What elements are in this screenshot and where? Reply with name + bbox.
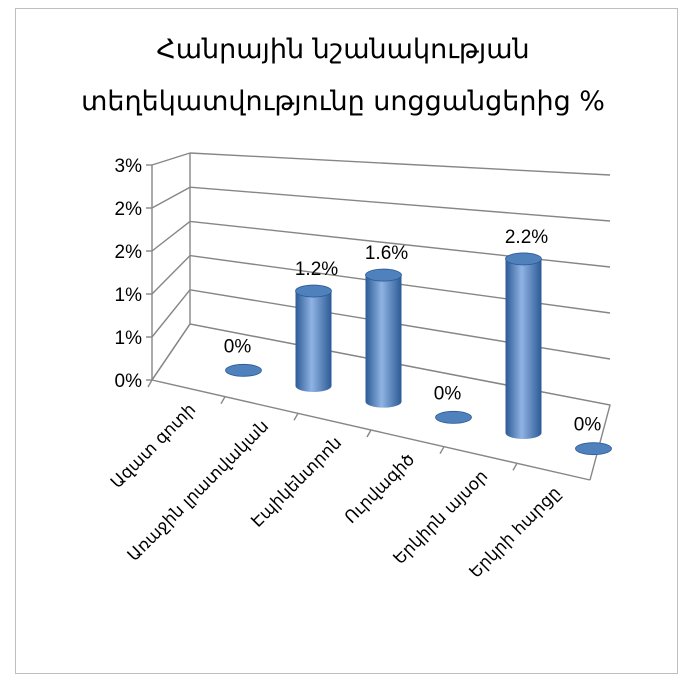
bar <box>365 268 402 408</box>
bar-top <box>295 284 332 298</box>
y-tick-label: 2% <box>115 242 143 263</box>
bar <box>225 363 262 377</box>
gridline-back <box>189 186 611 222</box>
bar-body <box>505 258 542 440</box>
chart-title-line-1: Հանրային նշանակության <box>156 34 529 65</box>
data-label: 2.2% <box>505 227 548 248</box>
bar-top <box>365 268 402 282</box>
data-label: 1.2% <box>295 259 338 280</box>
gridline-side <box>151 186 191 209</box>
y-tick-label: 2% <box>115 199 143 220</box>
y-tick-label: 1% <box>115 328 143 349</box>
data-label: 1.6% <box>365 243 408 264</box>
x-tick-mark <box>512 462 518 471</box>
bars <box>225 252 612 456</box>
bar-zero-disc <box>575 442 612 456</box>
data-label: 0% <box>224 336 252 357</box>
gridline-side <box>151 220 191 252</box>
bar-top <box>505 252 542 266</box>
gridline-side <box>151 255 191 295</box>
x-tick-mark <box>439 446 445 455</box>
y-tick-label: 0% <box>115 371 143 392</box>
bar-zero-disc <box>225 363 262 377</box>
gridline-back <box>189 152 611 176</box>
bar-zero-disc <box>435 410 472 424</box>
bar-body <box>365 275 402 408</box>
x-tick-mark <box>366 429 372 438</box>
y-tick-label: 1% <box>115 285 143 306</box>
gridline-side <box>151 289 191 338</box>
y-tick-label: 3% <box>115 156 143 177</box>
bar <box>435 410 472 424</box>
chart-title-line-2: տեղեկատվությունը սոցցանցերից % <box>81 86 605 117</box>
bar-body <box>295 291 332 392</box>
x-tick-mark <box>220 396 226 405</box>
chart-border <box>15 8 678 674</box>
data-label: 0% <box>434 383 462 404</box>
bar <box>575 442 612 456</box>
bar <box>505 252 542 440</box>
bar <box>295 284 332 392</box>
x-tick-mark <box>147 379 153 388</box>
data-label: 0% <box>574 415 602 436</box>
x-tick-mark <box>293 412 299 421</box>
gridline-side <box>151 152 191 166</box>
